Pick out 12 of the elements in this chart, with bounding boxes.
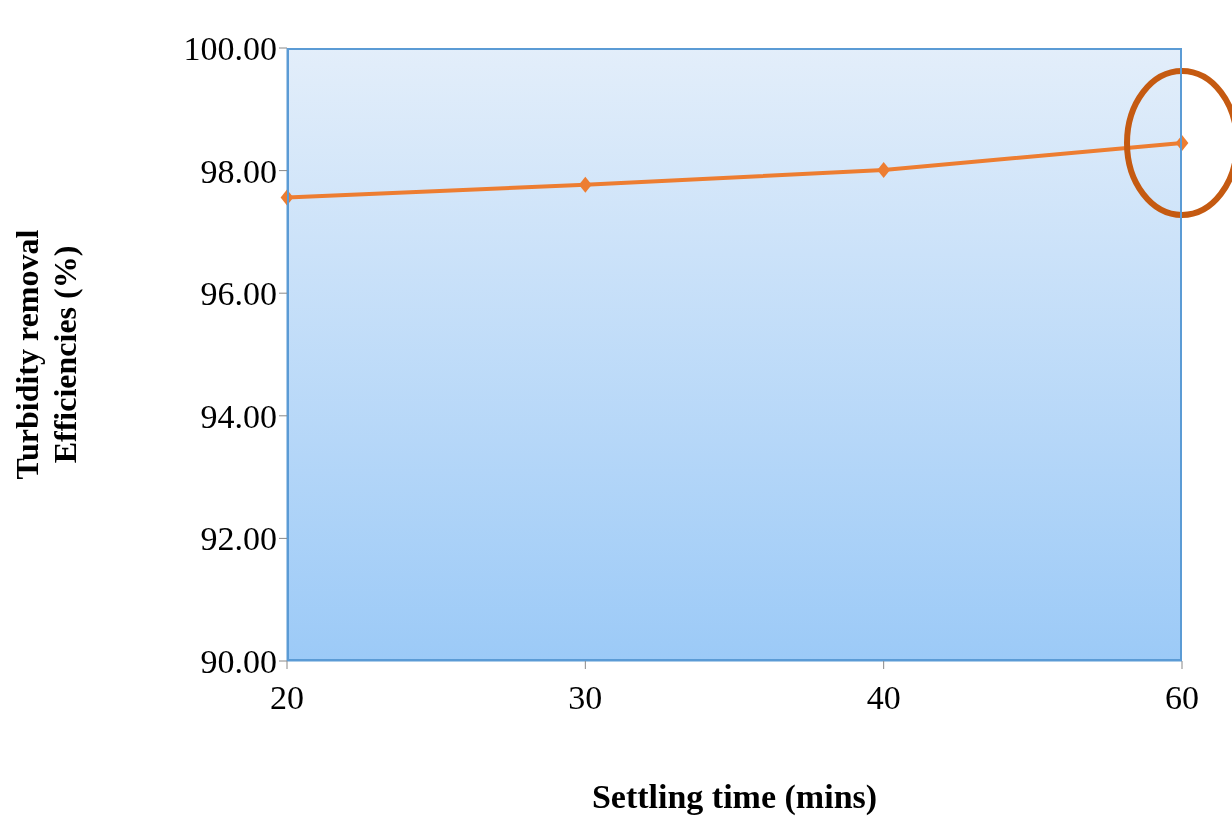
- x-tick-label: 20: [270, 679, 304, 717]
- y-tick-label: 98.00: [200, 152, 277, 190]
- y-tick-label: 92.00: [200, 520, 277, 558]
- y-tick-label: 94.00: [200, 397, 277, 435]
- y-axis-title: Turbidity removal Efficiencies (%): [9, 229, 83, 480]
- x-tick-label: 40: [866, 679, 901, 717]
- y-tick-label: 90.00: [200, 643, 277, 681]
- y-tick-label: 100.00: [183, 30, 277, 68]
- x-tick-label: 60: [1165, 679, 1199, 717]
- y-tick-label: 96.00: [200, 275, 277, 313]
- x-tick-label: 30: [568, 679, 603, 717]
- x-axis-title: Settling time (mins): [591, 778, 878, 816]
